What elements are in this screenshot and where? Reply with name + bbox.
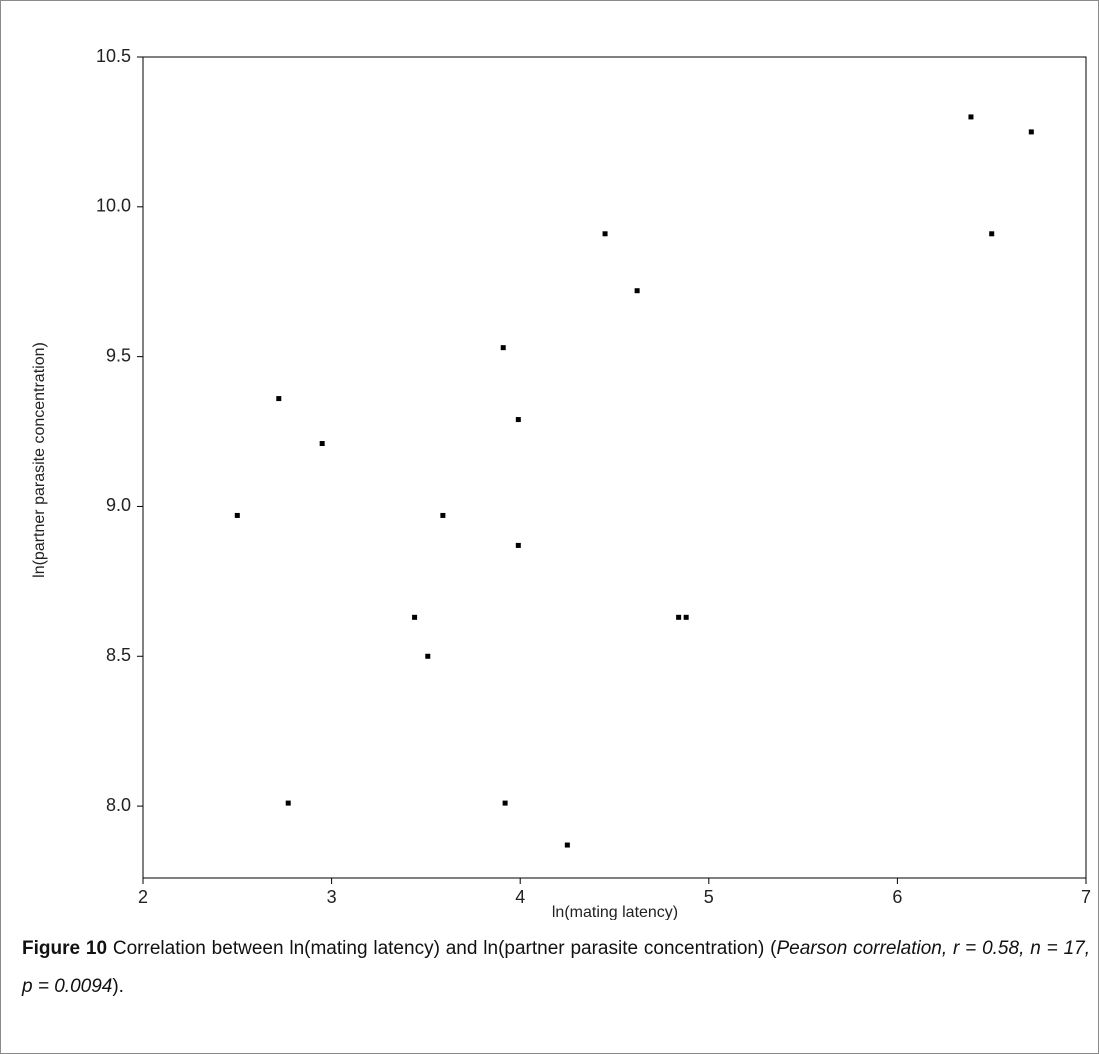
y-axis-label: ln(partner parasite concentration) — [31, 342, 48, 578]
caption-stats: Pearson correlation, r = 0.58, n = 17, p… — [22, 938, 1090, 997]
point — [285, 800, 291, 806]
x-tick-label: 6 — [892, 887, 902, 907]
point — [564, 842, 570, 848]
point — [319, 441, 325, 447]
point — [502, 800, 508, 806]
plot-frame — [142, 56, 1087, 879]
x-tick-label: 2 — [138, 887, 148, 907]
y-tick-label: 9.0 — [106, 495, 131, 515]
y-tick-label: 10.0 — [96, 196, 131, 216]
caption: Figure 10 Correlation between ln(mating … — [22, 930, 1090, 1006]
point — [276, 396, 282, 402]
point — [515, 417, 521, 423]
x-tick-label: 4 — [515, 887, 525, 907]
point — [602, 231, 608, 237]
point — [412, 614, 418, 620]
caption-label: Figure 10 — [22, 938, 108, 959]
x-tick-label: 3 — [327, 887, 337, 907]
y-tick-label: 9.5 — [106, 345, 131, 365]
x-tick-label: 5 — [704, 887, 714, 907]
point — [500, 345, 506, 351]
point — [968, 114, 974, 120]
point — [425, 653, 431, 659]
point — [1028, 129, 1034, 135]
point — [989, 231, 995, 237]
chart: ln(mating latency) ln(partner parasite c… — [31, 46, 1091, 920]
x-axis-label: ln(mating latency) — [552, 904, 678, 920]
point — [515, 542, 521, 548]
caption-text: Correlation between ln(mating latency) a… — [107, 938, 777, 959]
y-tick-label: 10.5 — [96, 46, 131, 66]
x-tick-label: 7 — [1081, 887, 1091, 907]
y-tick-label: 8.0 — [106, 795, 131, 815]
point — [440, 512, 446, 518]
y-tick-label: 8.5 — [106, 645, 131, 665]
caption-end: ). — [112, 976, 124, 997]
point — [683, 614, 689, 620]
point — [676, 614, 682, 620]
point — [234, 512, 240, 518]
point — [634, 288, 640, 294]
